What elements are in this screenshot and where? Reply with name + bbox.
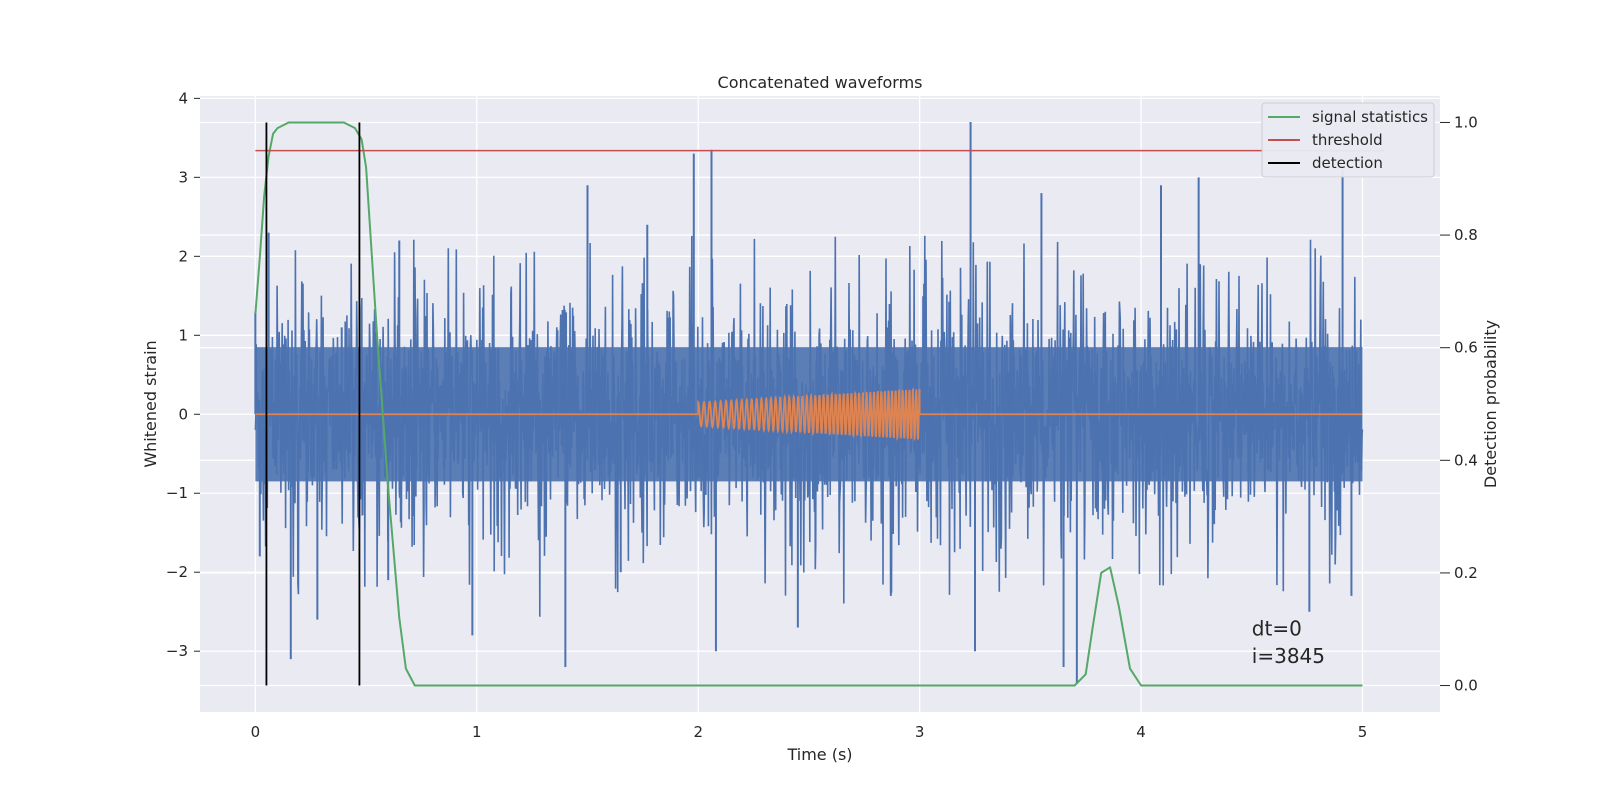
- legend-label-threshold: threshold: [1312, 131, 1383, 149]
- x-axis-label: Time (s): [786, 745, 852, 764]
- y2-tick-label: 0.2: [1454, 564, 1478, 582]
- chirp-series-line: [255, 387, 1363, 442]
- ticks-layer: 0 1 2 3 4 5 −3 −2 −1 0 1 2 3 4 0.0 0.2 0.4 0.6 0.8 1.0: [166, 89, 1478, 741]
- y-tick-label: 1: [178, 326, 188, 344]
- y2-tick-label: 1.0: [1454, 113, 1478, 131]
- y-tick-label: 3: [178, 168, 188, 186]
- x-tick-label: 2: [693, 723, 703, 741]
- annotation-text: i=3845: [1252, 644, 1325, 668]
- y-tick-label: −3: [166, 642, 188, 660]
- x-tick-label: 0: [251, 723, 261, 741]
- annotations: dt=0 i=3845: [1252, 616, 1325, 668]
- signal-statistics-line: [254, 121, 1363, 687]
- y2-tick-label: 0.6: [1454, 339, 1478, 357]
- y2-tick-label: 0.0: [1454, 677, 1478, 695]
- x-tick-label: 5: [1358, 723, 1368, 741]
- legend-box: [1261, 102, 1435, 178]
- y-tick-label: 2: [178, 247, 188, 265]
- y2-axis-label: Detection probability: [1481, 320, 1500, 488]
- x-tick-label: 1: [472, 723, 482, 741]
- legend-label-signal-statistics: signal statistics: [1312, 108, 1428, 126]
- y2-tick-label: 0.8: [1454, 226, 1478, 244]
- legend-label-detection: detection: [1312, 154, 1383, 172]
- y-tick-label: −2: [166, 563, 188, 581]
- y-tick-label: −1: [166, 484, 188, 502]
- annotation-text: dt=0: [1252, 616, 1302, 640]
- x-tick-label: 4: [1136, 723, 1146, 741]
- chart-title: Concatenated waveforms: [718, 73, 923, 92]
- legend: signal statistics threshold detection: [1261, 102, 1435, 178]
- y2-tick-label: 0.4: [1454, 451, 1478, 469]
- y-tick-label: 0: [178, 405, 188, 423]
- series-layer: [254, 121, 1385, 687]
- y-tick-label: 4: [178, 89, 188, 107]
- x-tick-label: 3: [915, 723, 925, 741]
- y-axis-label: Whitened strain: [141, 340, 160, 467]
